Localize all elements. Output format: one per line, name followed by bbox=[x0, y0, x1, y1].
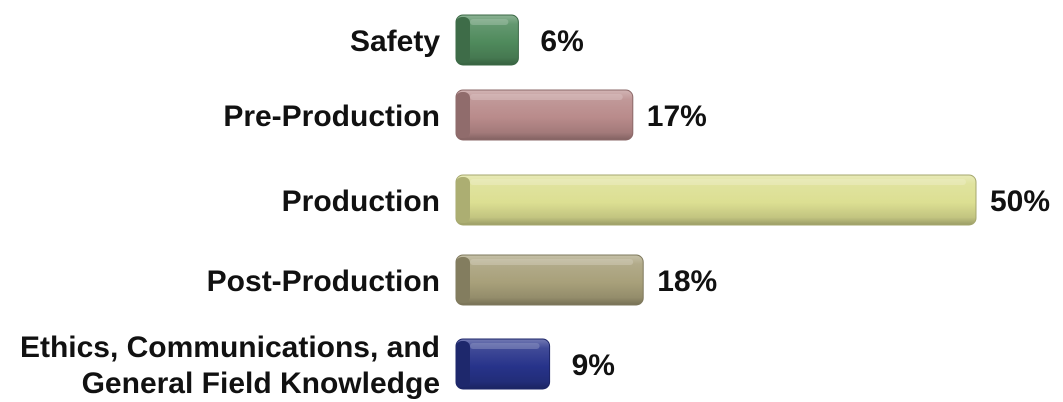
value-label-ethics-communications-and-general-field-knowledge: 9% bbox=[572, 349, 615, 382]
bar-highlight-ethics-communications-and-general-field-knowledge bbox=[470, 343, 540, 349]
value-label-production: 50% bbox=[990, 185, 1050, 218]
value-label-post-production: 18% bbox=[657, 265, 717, 298]
bar-highlight-post-production bbox=[470, 259, 634, 265]
category-label-post-production: Post-Production bbox=[207, 265, 440, 298]
category-label-ethics-communications-and-general-field-knowledge-line-2: General Field Knowledge bbox=[82, 367, 440, 400]
bar-highlight-pre-production bbox=[470, 94, 623, 100]
category-label-pre-production: Pre-Production bbox=[223, 100, 440, 133]
value-labels: 6% 17% 50% 18% 9% bbox=[540, 25, 1050, 382]
bar-end-cap-ethics-communications-and-general-field-knowledge bbox=[456, 341, 470, 387]
category-label-ethics-communications-and-general-field-knowledge-line-1: Ethics, Communications, and bbox=[20, 331, 440, 364]
bar-highlight-safety bbox=[470, 19, 509, 25]
category-labels: Safety Pre-Production Production Post-Produ… bbox=[20, 25, 440, 400]
category-label-production: Production bbox=[282, 185, 440, 218]
value-label-pre-production: 17% bbox=[647, 100, 707, 133]
bar-end-cap-post-production bbox=[456, 257, 470, 303]
bar-end-cap-safety bbox=[456, 17, 470, 63]
category-label-safety: Safety bbox=[350, 25, 440, 58]
bars-layer bbox=[455, 14, 977, 390]
bar-end-cap-production bbox=[456, 177, 470, 223]
bar-highlight-production bbox=[470, 179, 966, 185]
value-label-safety: 6% bbox=[540, 25, 583, 58]
bar-end-cap-pre-production bbox=[456, 92, 470, 138]
